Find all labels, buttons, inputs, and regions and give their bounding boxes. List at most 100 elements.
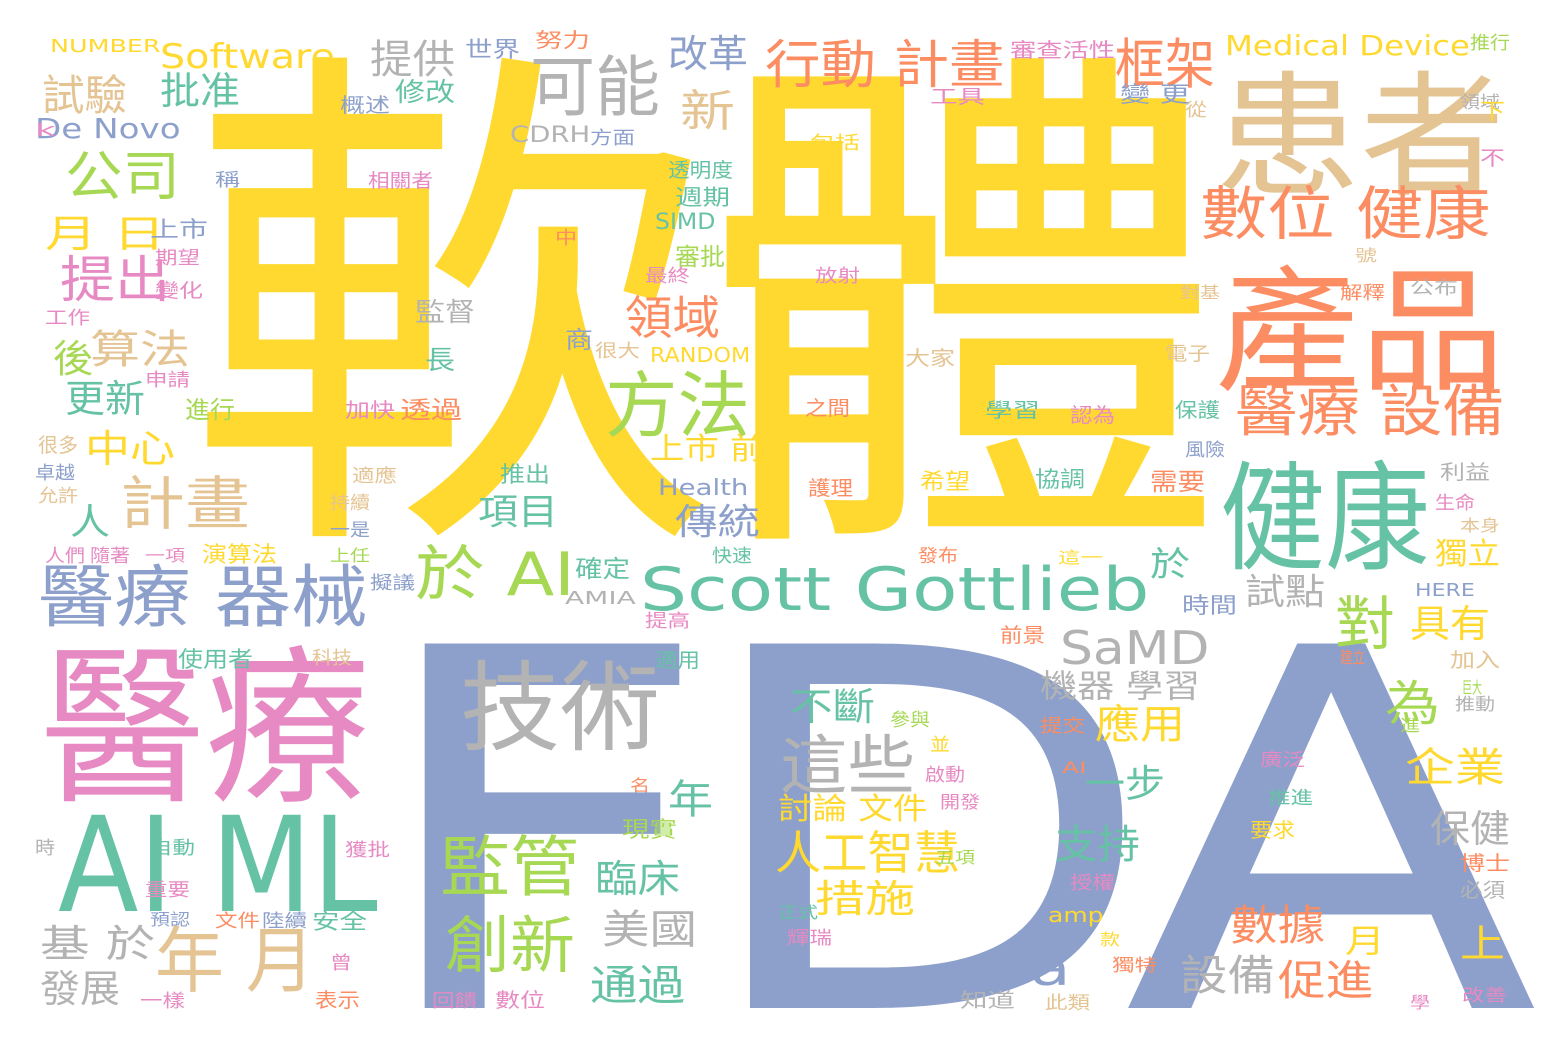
cloud-word: 試驗 xyxy=(42,71,128,120)
cloud-word: 相關者 xyxy=(368,170,434,192)
cloud-word: 隨著 xyxy=(90,546,130,567)
cloud-word: 技術 xyxy=(460,652,661,766)
cloud-word: 確定 xyxy=(575,555,630,583)
cloud-word: 推進 xyxy=(1268,788,1313,809)
cloud-word: 數據 xyxy=(1230,901,1326,950)
cloud-word: 於 AI xyxy=(415,540,575,610)
cloud-word: 臨床 xyxy=(595,857,681,901)
cloud-word: 時間 xyxy=(1182,594,1238,619)
cloud-word: 為 xyxy=(1385,676,1441,732)
cloud-word: 五項 xyxy=(935,848,976,867)
cloud-word: 加入 xyxy=(1450,648,1500,672)
cloud-word: 批准 xyxy=(160,69,241,113)
cloud-word: 商 xyxy=(565,326,593,354)
cloud-word: 透過 xyxy=(400,396,462,424)
cloud-word: 開發 xyxy=(940,793,980,813)
cloud-word: 人工智慧 xyxy=(775,826,960,880)
cloud-word: 具有 xyxy=(1410,602,1491,646)
cloud-word: 電子 xyxy=(1165,343,1211,365)
cloud-word: 項目 xyxy=(478,492,559,533)
cloud-word: 適應 xyxy=(352,466,397,487)
cloud-word: 很多 xyxy=(38,433,78,457)
cloud-word: 方法 xyxy=(605,364,751,448)
cloud-word: 輝瑞 xyxy=(787,928,832,949)
cloud-word: 中 xyxy=(555,228,577,249)
cloud-word: k xyxy=(35,120,56,141)
cloud-word: 措施 xyxy=(815,877,916,921)
cloud-word: 一項 xyxy=(145,546,186,565)
cloud-word: 廣泛 xyxy=(1260,750,1305,771)
cloud-word: 上市 前 xyxy=(650,432,765,467)
cloud-word: 演算法 xyxy=(202,543,278,568)
cloud-word: 獨立 xyxy=(1435,537,1500,572)
cloud-word: 監督 xyxy=(415,298,476,328)
cloud-word: 知道 xyxy=(960,988,1015,1012)
cloud-word: 變化 xyxy=(155,280,204,302)
cloud-word: 創新 xyxy=(445,909,576,982)
cloud-word: a xyxy=(1030,941,1071,997)
cloud-word: 通過 xyxy=(590,961,686,1010)
cloud-word: 審批 xyxy=(675,243,725,271)
cloud-word: 提交 xyxy=(1040,716,1085,737)
cloud-word: 改革 xyxy=(668,32,749,76)
cloud-word: 從 xyxy=(1185,100,1207,121)
cloud-word: 月 日 xyxy=(45,212,166,256)
cloud-word: 款 xyxy=(1100,930,1121,949)
cloud-word: 一步 xyxy=(1085,762,1166,806)
cloud-word: 世界 xyxy=(465,38,521,63)
cloud-word: 曾 xyxy=(330,953,352,974)
cloud-word: 之間 xyxy=(805,396,850,420)
cloud-word: 大家 xyxy=(905,346,955,370)
cloud-word: 文件 xyxy=(215,911,260,932)
cloud-word: 工具 xyxy=(930,86,986,108)
cloud-word: 巨大 xyxy=(1462,678,1483,697)
cloud-word: 回饋 xyxy=(432,991,477,1012)
cloud-word: 上任 xyxy=(330,546,371,565)
cloud-word: 於 xyxy=(1150,545,1190,585)
cloud-word: 一樣 xyxy=(140,991,185,1012)
cloud-word: 試點 xyxy=(1245,572,1326,613)
cloud-word: 機器 學習 xyxy=(1040,667,1201,705)
cloud-word: 監管 xyxy=(440,829,580,906)
cloud-word: 建立 xyxy=(1340,648,1366,667)
cloud-word: 算法 xyxy=(90,327,190,373)
cloud-word: SaMD xyxy=(1060,621,1210,675)
cloud-word: 使用者 xyxy=(178,648,254,673)
cloud-word: 領域 xyxy=(625,291,720,345)
cloud-word: 應用 xyxy=(1095,702,1185,748)
cloud-word: 醫療 xyxy=(40,631,371,829)
cloud-word: FDA xyxy=(365,544,1539,1052)
cloud-word: 設備 xyxy=(1180,951,1276,1000)
cloud-word: php xyxy=(1073,791,1119,812)
cloud-word: 月 xyxy=(1345,922,1386,960)
cloud-word: 卓越 xyxy=(35,463,75,484)
cloud-word: 並 xyxy=(930,735,950,756)
cloud-word: 本身 xyxy=(1460,516,1501,535)
cloud-word: 前景 xyxy=(1000,623,1045,647)
cloud-word: 年 月 xyxy=(155,919,315,1003)
cloud-word: 自動 xyxy=(150,838,195,859)
cloud-word: 保健 xyxy=(1430,807,1511,851)
cloud-word: 持續 xyxy=(330,493,370,514)
cloud-word: AI ML xyxy=(58,789,378,943)
cloud-word: 生命 xyxy=(1435,493,1475,514)
cloud-word: AMIA xyxy=(565,588,636,609)
cloud-word: 學 xyxy=(1410,993,1431,1012)
cloud-word: 透明度 xyxy=(668,158,733,182)
cloud-word: HERE xyxy=(1415,580,1475,601)
cloud-word: 發表 xyxy=(1015,930,1060,951)
cloud-word: Scott Gottlieb xyxy=(640,555,1150,625)
cloud-word: 上 xyxy=(1460,922,1506,966)
cloud-word: 對基 xyxy=(1180,283,1221,302)
cloud-word: 醫療 器械 xyxy=(38,559,368,638)
cloud-word: Health xyxy=(658,476,749,501)
cloud-word: 計畫 xyxy=(120,470,251,538)
cloud-word: 最終 xyxy=(645,266,690,287)
cloud-word: 號 xyxy=(1355,246,1378,265)
cloud-word: 要求 xyxy=(1250,818,1295,842)
cloud-word: 工作 xyxy=(45,308,90,329)
cloud-word: 放射 xyxy=(815,266,860,287)
cloud-word: 發展 xyxy=(40,967,121,1011)
cloud-word: 人 xyxy=(70,502,111,543)
